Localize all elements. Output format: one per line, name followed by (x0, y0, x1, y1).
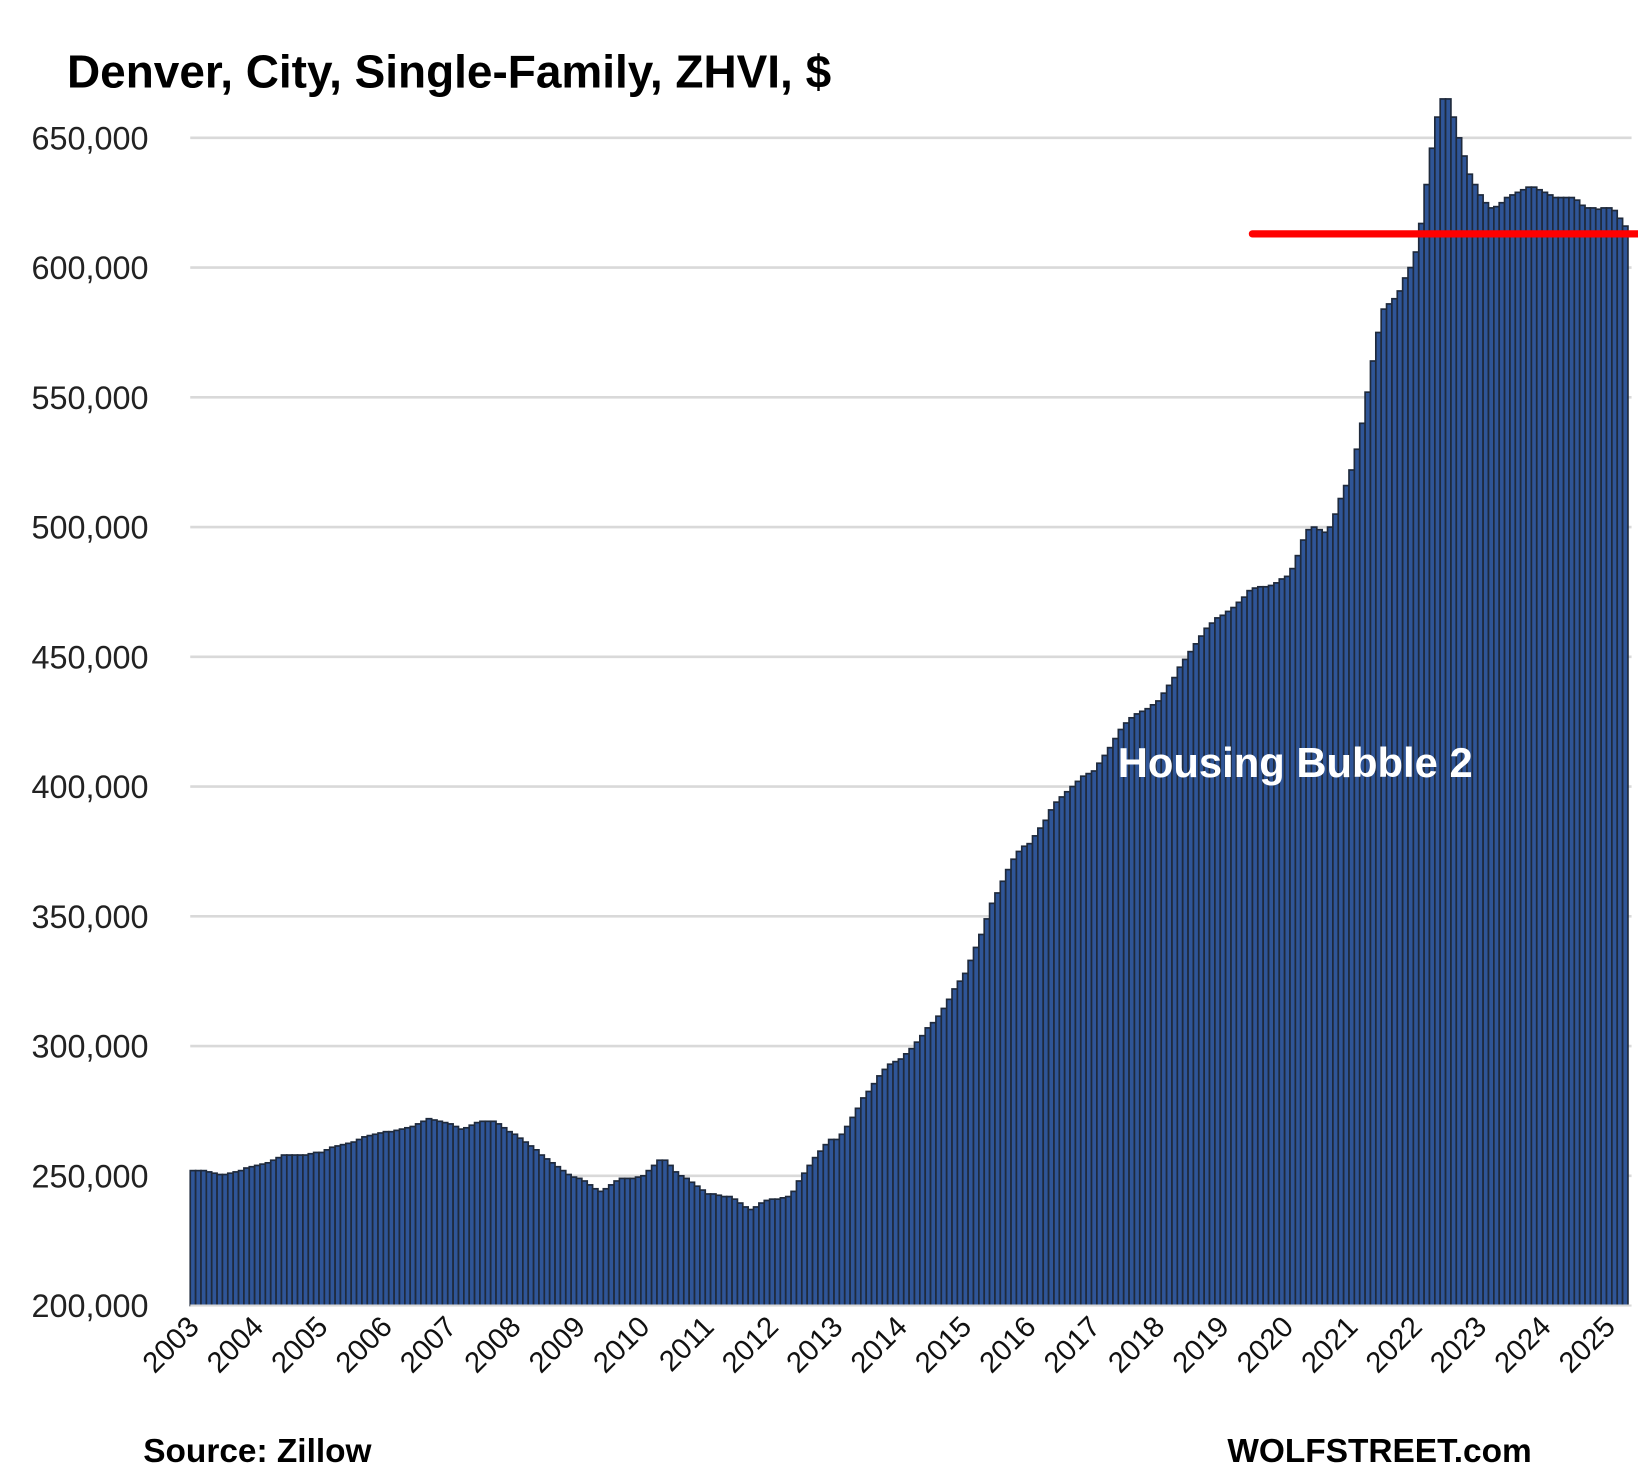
x-tick-label: 2006 (330, 1311, 399, 1380)
x-tick-label: 2010 (588, 1311, 657, 1380)
x-tick-label: 2022 (1360, 1311, 1429, 1380)
y-tick-label: 550,000 (31, 380, 148, 416)
x-axis-ticks: 2003200420052006200720082009201020112012… (137, 1311, 1622, 1380)
x-tick-label: 2013 (781, 1311, 850, 1380)
x-tick-label: 2007 (395, 1311, 464, 1380)
x-tick-label: 2005 (266, 1311, 335, 1380)
brand-label: WOLFSTREET.com (1227, 1433, 1531, 1470)
y-tick-label: 500,000 (31, 510, 148, 546)
x-tick-label: 2004 (201, 1311, 270, 1380)
bars (189, 98, 1632, 1307)
annotation-housing-bubble: Housing Bubble 2 (1118, 739, 1473, 786)
x-tick-label: 2024 (1489, 1311, 1558, 1380)
x-tick-label: 2009 (523, 1311, 592, 1380)
x-tick-label: 2014 (845, 1311, 914, 1380)
x-tick-label: 2025 (1553, 1311, 1622, 1380)
source-label: Source: Zillow (143, 1433, 372, 1470)
gridlines (190, 136, 1632, 1178)
y-tick-label: 650,000 (31, 120, 148, 156)
bar (1621, 225, 1629, 1307)
x-tick-label: 2015 (910, 1311, 979, 1380)
x-tick-label: 2016 (974, 1311, 1043, 1380)
x-tick-label: 2023 (1425, 1311, 1494, 1380)
y-tick-label: 200,000 (31, 1288, 148, 1324)
y-axis-ticks: 200,000 250,000 300,000 350,000 400,000 450,0… (31, 120, 148, 1324)
y-tick-label: 400,000 (31, 769, 148, 805)
y-tick-label: 300,000 (31, 1029, 148, 1065)
x-tick-label: 2008 (459, 1311, 528, 1380)
y-tick-label: 600,000 (31, 250, 148, 286)
x-tick-label: 2021 (1296, 1311, 1365, 1380)
y-tick-label: 350,000 (31, 899, 148, 935)
y-tick-label: 250,000 (31, 1158, 148, 1194)
y-tick-label: 450,000 (31, 639, 148, 675)
x-tick-label: 2020 (1231, 1311, 1300, 1380)
x-tick-label: 2012 (716, 1311, 785, 1380)
x-tick-label: 2017 (1038, 1311, 1107, 1380)
chart-title: Denver, City, Single-Family, ZHVI, $ (67, 46, 831, 98)
x-tick-label: 2019 (1167, 1311, 1236, 1380)
x-tick-label: 2011 (654, 1311, 721, 1378)
x-tick-label: 2018 (1103, 1311, 1172, 1380)
